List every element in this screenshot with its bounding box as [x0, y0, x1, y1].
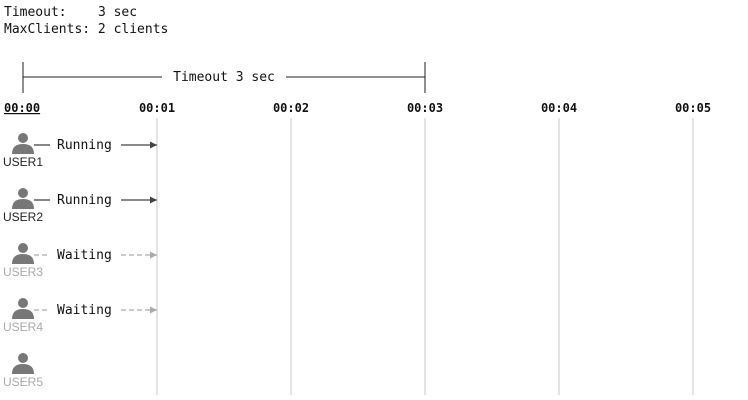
user-row-user2: USER2 Running	[3, 188, 157, 224]
timeout-span-label: Timeout 3 sec	[173, 70, 275, 85]
maxclients-config-label: MaxClients:	[4, 22, 91, 37]
maxclients-config-value: 2 clients	[97, 22, 169, 37]
user-row-user1: USER1 Running	[3, 133, 157, 169]
tick-label-00-00: 00:00	[4, 101, 40, 115]
user-name-label: USER3	[3, 265, 43, 279]
user-icon	[12, 298, 34, 319]
config-panel: Timeout: 3 sec MaxClients: 2 clients	[4, 4, 168, 38]
user-name-label: USER1	[3, 155, 43, 169]
tick-label-00-03: 00:03	[407, 101, 443, 115]
user-name-label: USER2	[3, 210, 43, 224]
user-status-label: Running	[57, 138, 112, 153]
tick-label-00-02: 00:02	[273, 101, 309, 115]
tick-label-00-05: 00:05	[675, 101, 711, 115]
user-status-label: Waiting	[57, 303, 112, 318]
user-icon	[12, 353, 34, 374]
user-row-user3: USER3 Waiting	[3, 243, 157, 279]
user-icon	[12, 243, 34, 264]
user-status-label: Waiting	[57, 248, 112, 263]
timeout-config-value: 3 sec	[97, 5, 138, 20]
timeout-config-label: Timeout:	[4, 5, 67, 20]
tick-label-00-04: 00:04	[541, 101, 577, 115]
user-row-user4: USER4 Waiting	[3, 298, 157, 334]
tick-label-00-01: 00:01	[139, 101, 175, 115]
user-icon	[12, 133, 34, 154]
user-name-label: USER4	[3, 320, 43, 334]
user-row-user5: USER5	[3, 353, 43, 389]
user-status-label: Running	[57, 193, 112, 208]
user-icon	[12, 188, 34, 209]
user-name-label: USER5	[3, 375, 43, 389]
